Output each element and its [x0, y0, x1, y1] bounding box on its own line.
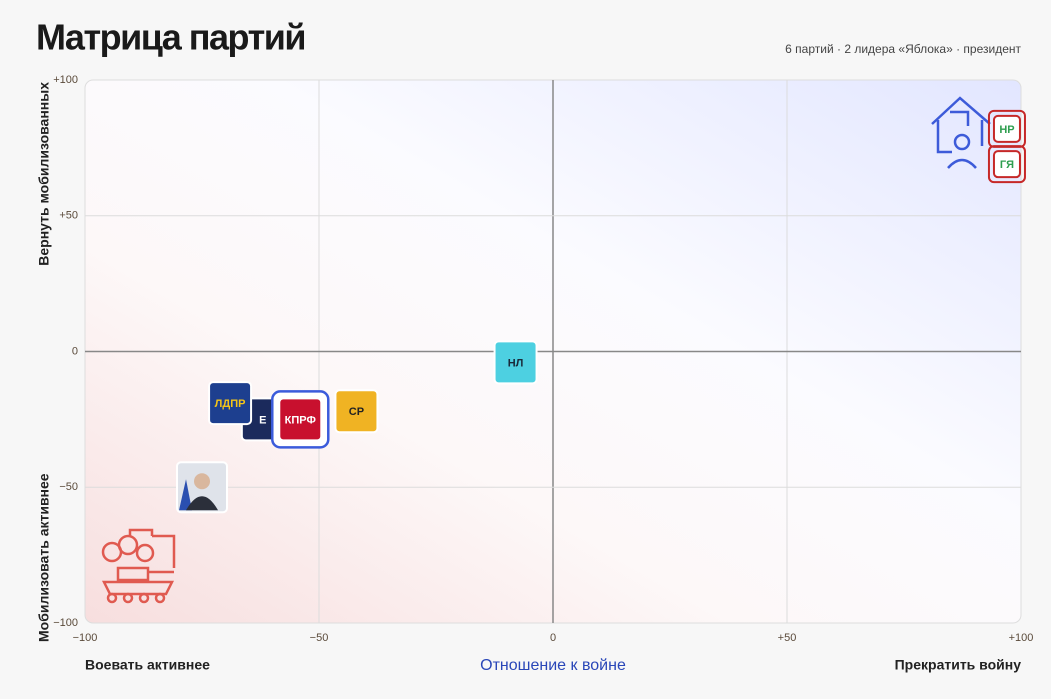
x-right-label: Прекратить войну	[895, 657, 1022, 673]
party-point: НЛ	[493, 340, 538, 385]
x-tick-label: 0	[550, 632, 556, 644]
subtitle: 6 партий · 2 лидера «Яблока» · президент	[785, 42, 1021, 56]
y-tick-label: +100	[53, 74, 78, 86]
x-left-label: Воевать активнее	[85, 657, 210, 673]
x-tick-label: +50	[778, 632, 797, 644]
portrait-head	[194, 473, 210, 490]
point-label: НР	[999, 124, 1014, 136]
party-point: ЛДПР	[208, 381, 253, 426]
peace-icon	[931, 96, 991, 169]
party-point: СР	[334, 389, 379, 434]
x-tick-label: +100	[1009, 632, 1034, 644]
y-tick-label: 0	[72, 345, 78, 357]
point-box	[493, 340, 538, 385]
party-point	[176, 461, 228, 514]
x-axis-title: Отношение к войне	[480, 657, 626, 674]
point-box	[278, 397, 323, 442]
point-box	[334, 389, 379, 434]
point-box	[992, 114, 1021, 143]
point-label: ГЯ	[1000, 159, 1014, 171]
point-box	[208, 381, 253, 426]
chart-title: Матрица партий	[36, 17, 305, 58]
y-bottom-label: Мобилизовать активнее	[36, 473, 52, 642]
party-point: КПРФ	[271, 390, 330, 449]
point-label: Е	[259, 414, 266, 426]
point-label: НЛ	[508, 357, 524, 369]
party-point: ГЯ	[987, 145, 1026, 184]
point-box	[992, 150, 1021, 179]
point-label: ЛДПР	[215, 398, 246, 410]
y-top-label: Вернуть мобилизованных	[36, 82, 52, 266]
point-label: СР	[349, 406, 364, 418]
x-tick-label: −100	[73, 632, 98, 644]
portrait-flag	[179, 479, 192, 511]
war-icon	[101, 528, 176, 604]
y-tick-label: −50	[59, 481, 78, 493]
point-label: КПРФ	[285, 414, 316, 426]
x-tick-label: −50	[310, 632, 329, 644]
y-tick-label: +50	[59, 210, 78, 222]
point-frame	[987, 145, 1026, 184]
portrait-body	[186, 496, 218, 511]
y-tick-label: −100	[53, 617, 78, 629]
